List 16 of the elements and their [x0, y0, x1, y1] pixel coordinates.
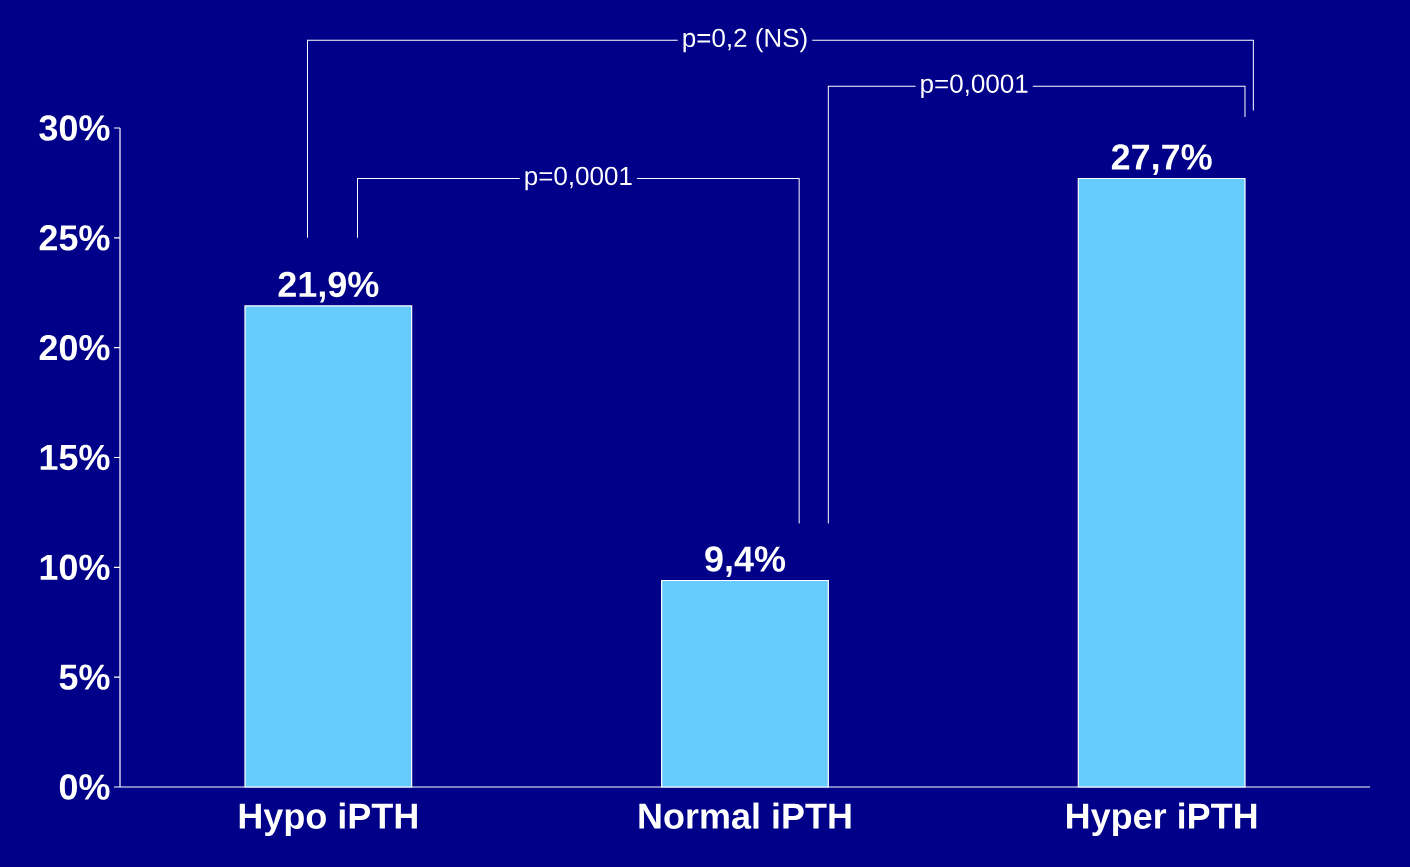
x-tick-label: Hypo iPTH	[239, 802, 417, 837]
y-tick-label: 5%	[59, 664, 110, 690]
x-tick-label: Normal iPTH	[639, 802, 851, 829]
text: p=0,0001	[921, 74, 1028, 99]
y-tick-label: 25%	[39, 225, 110, 251]
y-tick-label: 20%	[39, 334, 110, 361]
data-label: 27,7%	[1111, 144, 1212, 175]
y-tick-label: 0%	[59, 774, 110, 800]
y-tick-label: 10%	[40, 554, 110, 581]
annotation: p=0,0001	[525, 166, 632, 191]
data-label: 9,4%	[705, 546, 786, 577]
x-tick-label: Hyper iPTH	[1067, 802, 1257, 837]
y-tick-label: 30%	[39, 115, 110, 141]
data-label: 21,9%	[278, 271, 379, 303]
text: p=0,2 (NS)	[683, 28, 807, 53]
y-tick-label: 15%	[40, 444, 110, 471]
